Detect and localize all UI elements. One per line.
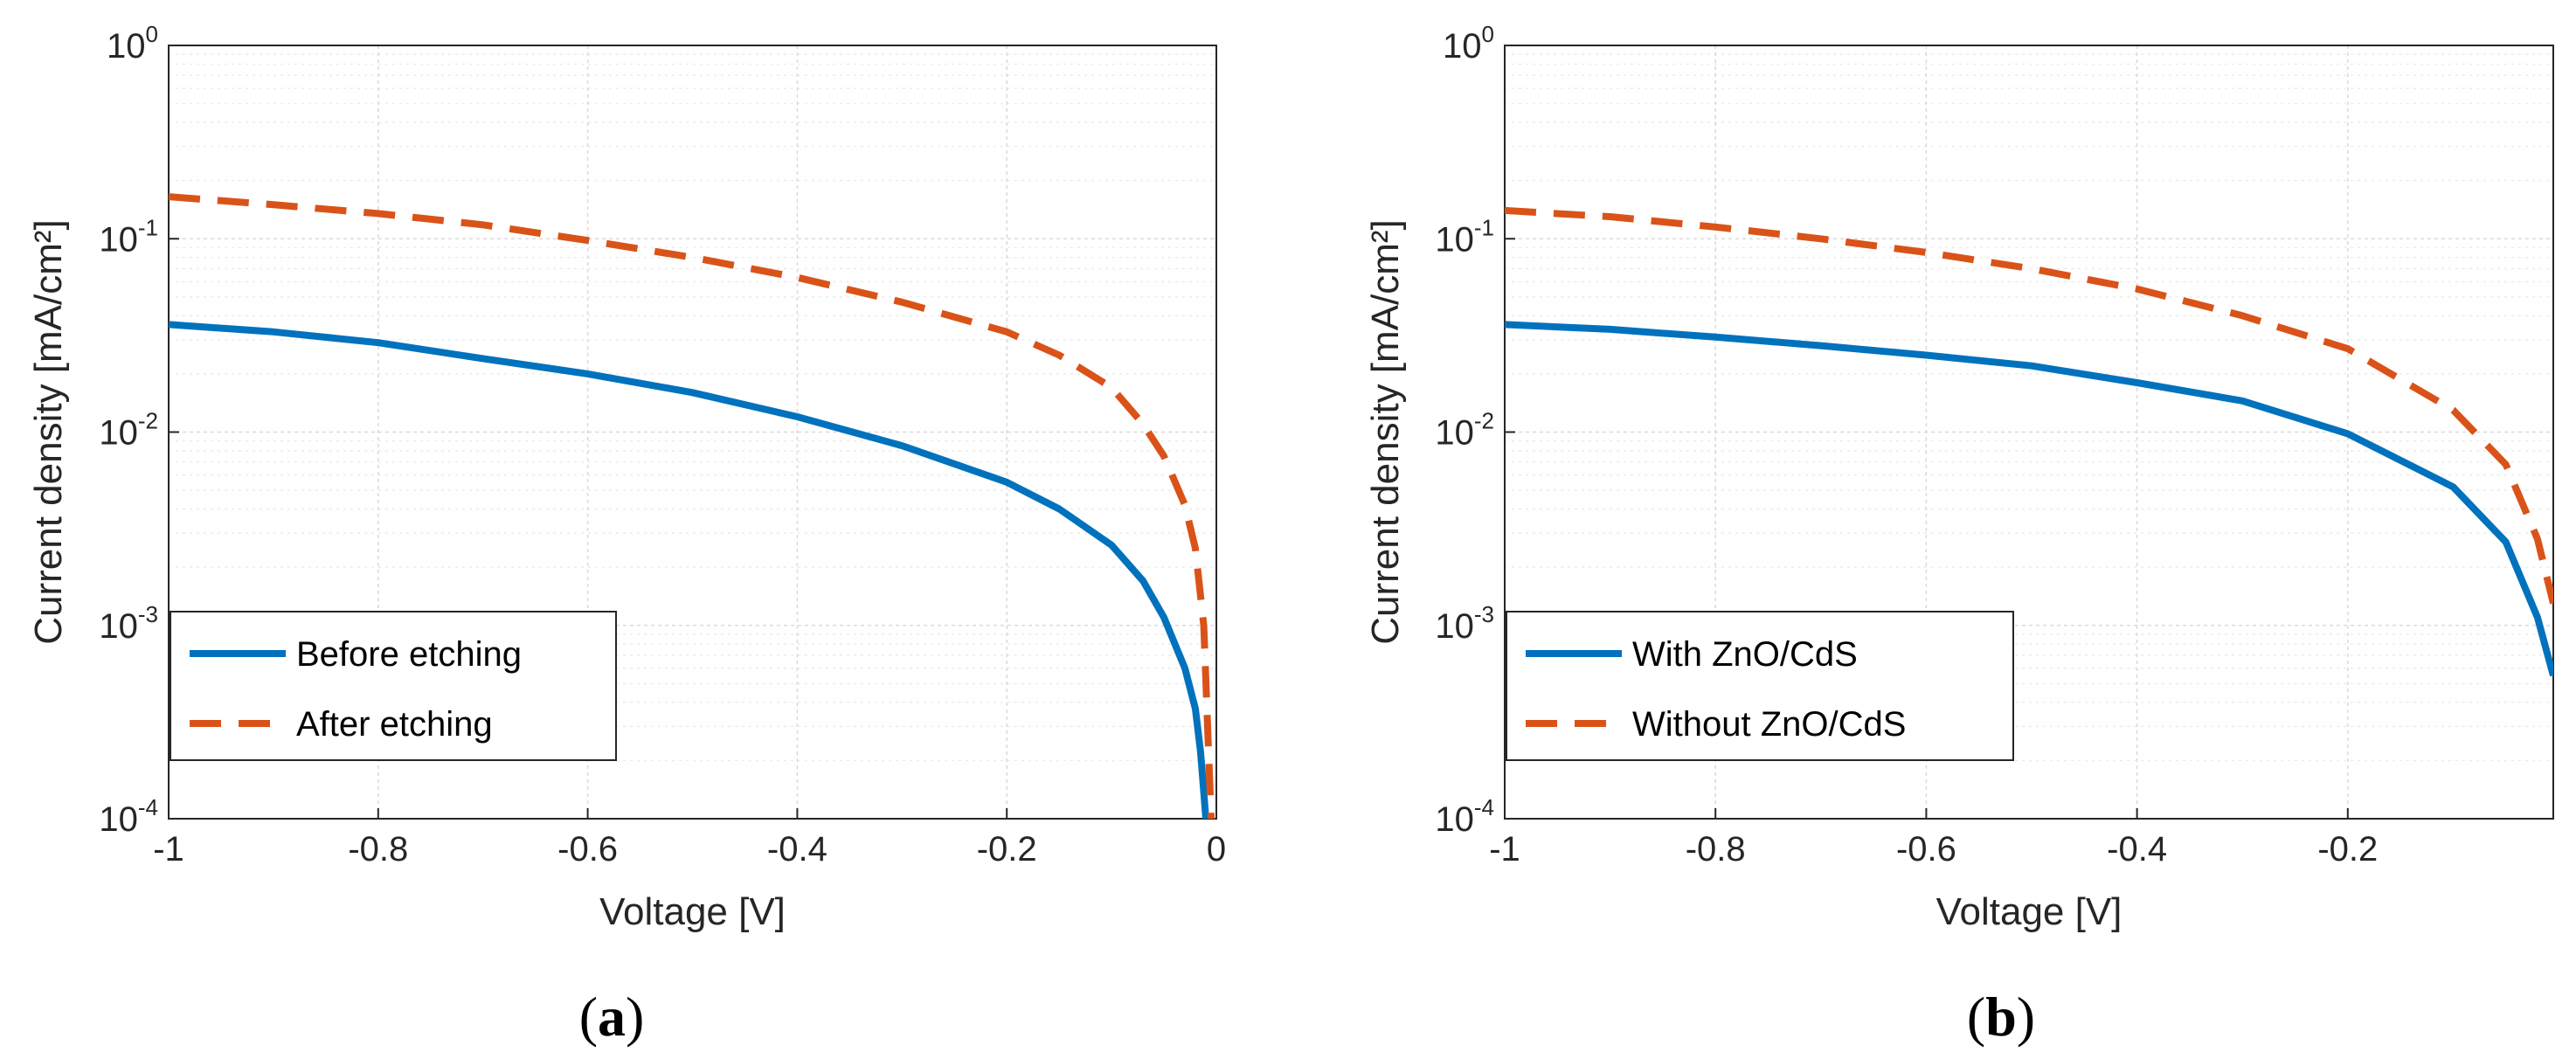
legend-label: Without ZnO/CdS bbox=[1632, 705, 1906, 744]
chart-panel-b: -1 -0.8 -0.6 -0.4 -0.2 10-4 10-3 10-2 10-1 100 Vol… bbox=[1364, 21, 2554, 1048]
y-tick-label: 10-2 bbox=[1435, 408, 1494, 453]
legend: With ZnO/CdS Without ZnO/CdS bbox=[1506, 611, 2014, 761]
y-tick-label: 10-3 bbox=[1435, 601, 1494, 646]
series-line-2 bbox=[169, 193, 1215, 819]
series-line-1 bbox=[1505, 321, 2553, 677]
x-tick-label: -0.4 bbox=[2107, 830, 2167, 869]
y-tick-label: 100 bbox=[107, 21, 158, 66]
y-axis-label: Current density [mA/cm²] bbox=[27, 219, 70, 645]
legend-box bbox=[1506, 611, 2014, 761]
series-line-2 bbox=[1505, 206, 2553, 605]
x-tick-label: 0 bbox=[1207, 830, 1226, 869]
x-axis-label: Voltage [V] bbox=[599, 890, 786, 933]
legend-label: With ZnO/CdS bbox=[1632, 635, 1858, 674]
x-tick-label: -1 bbox=[153, 830, 184, 869]
x-tick-label: -0.8 bbox=[348, 830, 408, 869]
panel-caption: (a) bbox=[579, 986, 645, 1048]
x-tick-label: -0.8 bbox=[1686, 830, 1746, 869]
legend-label: After etching bbox=[296, 705, 493, 744]
x-tick-label: -0.6 bbox=[1896, 830, 1956, 869]
y-tick-label: 100 bbox=[1443, 21, 1494, 66]
x-tick-label: -1 bbox=[1489, 830, 1520, 869]
panel-caption: (b) bbox=[1967, 986, 2035, 1048]
x-tick-label: -0.2 bbox=[2317, 830, 2378, 869]
x-tick-label: -0.4 bbox=[767, 830, 828, 869]
y-tick-label: 10-3 bbox=[99, 601, 158, 646]
y-tick-label: 10-4 bbox=[1435, 794, 1494, 839]
legend-box bbox=[170, 611, 617, 761]
x-tick-label: -0.2 bbox=[977, 830, 1037, 869]
y-axis-label: Current density [mA/cm²] bbox=[1364, 219, 1407, 645]
chart-panel-a: -1 -0.8 -0.6 -0.4 -0.2 0 10-4 10-3 10-2 10-1 100 Vo… bbox=[27, 21, 1226, 1048]
legend: Before etching After etching bbox=[170, 611, 617, 761]
grid bbox=[1505, 45, 2553, 819]
y-tick-label: 10-2 bbox=[99, 408, 158, 453]
y-tick-label: 10-1 bbox=[99, 214, 158, 259]
legend-label: Before etching bbox=[296, 635, 522, 674]
y-tick-label: 10-1 bbox=[1435, 214, 1494, 259]
x-axis-label: Voltage [V] bbox=[1936, 890, 2122, 933]
x-tick-label: -0.6 bbox=[557, 830, 618, 869]
series-line-1 bbox=[169, 321, 1209, 819]
y-tick-label: 10-4 bbox=[99, 794, 158, 839]
